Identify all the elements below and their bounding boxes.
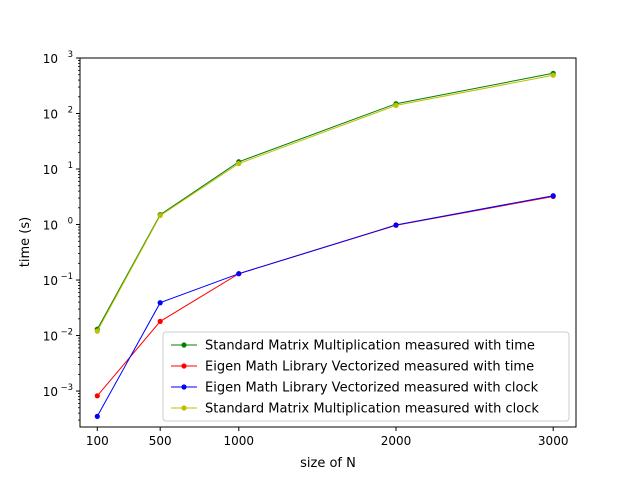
legend-marker bbox=[181, 363, 187, 369]
y-tick-label: 10 bbox=[43, 219, 58, 233]
data-point bbox=[157, 212, 163, 219]
series-layer bbox=[94, 70, 556, 419]
legend-label: Standard Matrix Multiplication measured … bbox=[205, 402, 539, 417]
data-point bbox=[94, 393, 100, 399]
data-point bbox=[236, 161, 242, 167]
legend-marker bbox=[181, 342, 187, 348]
data-point bbox=[550, 72, 556, 78]
legend-label: Eigen Math Library Vectorized measured w… bbox=[205, 381, 539, 396]
legend: Standard Matrix Multiplication measured … bbox=[162, 331, 570, 422]
y-tick-label: 10 bbox=[43, 330, 58, 344]
y-tick-label: 10 bbox=[43, 274, 58, 288]
x-axis-ticks: 100 500 1000 2000 3000 bbox=[86, 427, 569, 448]
plot-frame bbox=[79, 57, 577, 428]
data-point bbox=[94, 413, 100, 419]
y-tick-label: 10 bbox=[43, 385, 58, 399]
y-tick-exponent: −3 bbox=[60, 383, 73, 393]
y-tick-exponent: −2 bbox=[60, 328, 73, 338]
data-point bbox=[157, 300, 163, 306]
data-point bbox=[94, 328, 100, 334]
x-tick-label: 3000 bbox=[538, 434, 569, 448]
series-line-4 bbox=[96, 74, 554, 332]
legend-box bbox=[162, 331, 570, 422]
data-point bbox=[550, 193, 556, 199]
x-axis-label: size of N bbox=[300, 456, 356, 471]
y-tick-label: 10 bbox=[43, 163, 58, 177]
legend-marker bbox=[181, 384, 187, 390]
y-tick-exponent: 0 bbox=[68, 217, 73, 227]
y-tick-label: 10 bbox=[43, 108, 58, 122]
y-tick-exponent: 1 bbox=[68, 161, 73, 171]
x-tick-label: 1000 bbox=[224, 434, 255, 448]
legend-marker bbox=[181, 405, 187, 411]
x-tick-label: 100 bbox=[86, 434, 109, 448]
x-tick-label: 500 bbox=[149, 434, 172, 448]
legend-label: Standard Matrix Multiplication measured … bbox=[205, 339, 535, 354]
legend-label: Eigen Math Library Vectorized measured w… bbox=[205, 360, 534, 375]
data-point bbox=[393, 222, 399, 228]
y-axis-label: time (s) bbox=[18, 217, 33, 267]
data-point bbox=[157, 318, 163, 324]
y-tick-exponent: 2 bbox=[68, 106, 73, 116]
data-point bbox=[393, 102, 399, 108]
x-tick-label: 2000 bbox=[381, 434, 412, 448]
y-tick-exponent: 3 bbox=[68, 50, 73, 60]
series-line-1 bbox=[96, 72, 554, 330]
data-point bbox=[236, 271, 242, 277]
y-tick-label: 10 bbox=[43, 52, 58, 66]
y-tick-exponent: −1 bbox=[60, 272, 73, 282]
